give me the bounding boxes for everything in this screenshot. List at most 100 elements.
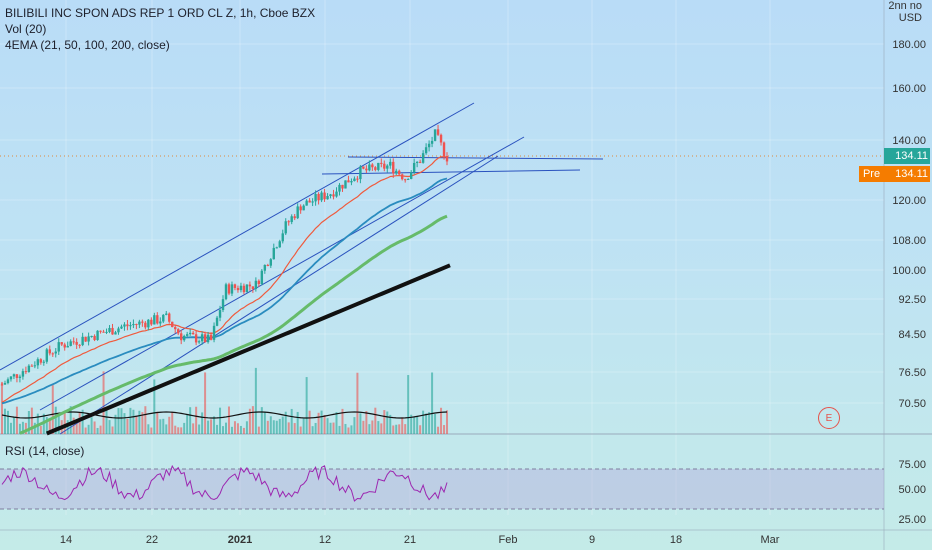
volume-bar xyxy=(356,372,359,434)
volume-bar xyxy=(186,414,189,434)
candle-body xyxy=(290,216,293,223)
volume-bar xyxy=(278,418,281,434)
volume-bar xyxy=(63,411,66,434)
volume-bar xyxy=(437,426,440,434)
candle-body xyxy=(218,310,222,318)
candle-body xyxy=(81,336,84,346)
volume-bar xyxy=(135,415,138,434)
volume-bar xyxy=(48,418,51,434)
volume-bar xyxy=(239,425,242,434)
candle-body xyxy=(18,376,22,378)
volume-bar xyxy=(66,420,69,434)
candle-body xyxy=(150,319,153,325)
volume-bars xyxy=(1,367,449,434)
rsi-legend[interactable]: RSI (14, close) xyxy=(5,444,85,458)
earnings-badge[interactable]: E xyxy=(818,407,840,429)
symbol-legend[interactable]: BILIBILI INC SPON ADS REP 1 ORD CL Z, 1h… xyxy=(5,6,316,20)
volume-bar xyxy=(332,422,335,434)
volume-bar xyxy=(180,427,183,434)
currency-line1: 2nn no xyxy=(888,0,922,12)
candle-body xyxy=(257,280,261,284)
candle-body xyxy=(215,317,219,326)
volume-bar xyxy=(335,412,338,434)
resistance-line xyxy=(347,156,604,160)
candle-body xyxy=(239,285,243,291)
volume-bar xyxy=(93,421,96,434)
volume-bar xyxy=(78,412,81,434)
volume-bar xyxy=(27,410,30,434)
volume-legend[interactable]: Vol (20) xyxy=(5,22,47,36)
candle-body xyxy=(260,270,264,284)
candle-body xyxy=(305,200,308,206)
candle-body xyxy=(191,332,195,335)
volume-bar xyxy=(425,413,428,434)
volume-bar xyxy=(347,427,350,434)
volume-bar xyxy=(374,407,377,434)
candle-body xyxy=(362,166,365,169)
volume-bar xyxy=(377,421,380,434)
volume-bar xyxy=(123,413,126,434)
volume-bar xyxy=(284,411,287,434)
price-tick-label: 160.00 xyxy=(892,83,926,95)
candle-body xyxy=(266,264,270,266)
candle-body xyxy=(194,334,198,343)
candle-body xyxy=(242,285,246,293)
candlesticks xyxy=(0,124,449,386)
candle-body xyxy=(392,161,395,174)
candle-body xyxy=(185,334,189,336)
volume-bar xyxy=(302,418,305,434)
candle-body xyxy=(45,349,48,362)
volume-bar xyxy=(171,411,174,434)
volume-bar xyxy=(141,412,144,434)
volume-bar xyxy=(257,426,260,434)
volume-bar xyxy=(311,426,314,434)
ema-legend[interactable]: 4EMA (21, 50, 100, 200, close) xyxy=(5,38,170,52)
candle-body xyxy=(248,284,252,287)
volume-bar xyxy=(308,410,311,434)
candle-body xyxy=(263,264,267,271)
trend-channel-lines[interactable] xyxy=(0,102,604,435)
price-tick-label: 108.00 xyxy=(892,235,926,247)
volume-bar xyxy=(1,382,3,434)
candle-body xyxy=(320,192,323,201)
candle-body xyxy=(177,329,180,334)
candle-body xyxy=(42,361,46,363)
candle-body xyxy=(57,342,60,352)
ema-21-line xyxy=(1,156,448,403)
volume-bar xyxy=(269,416,272,434)
candle-body xyxy=(180,333,183,341)
candle-body xyxy=(427,143,431,148)
candle-body xyxy=(174,327,177,330)
volume-bar xyxy=(320,410,323,434)
volume-bar xyxy=(371,420,374,434)
volume-bar xyxy=(3,408,6,434)
volume-bar xyxy=(443,425,446,434)
volume-bar xyxy=(21,421,24,434)
price-tick-label: 76.50 xyxy=(898,367,926,379)
channel-support-line xyxy=(59,155,499,435)
candle-body xyxy=(341,184,344,189)
candle-body xyxy=(272,247,275,260)
candle-body xyxy=(132,323,135,326)
volume-bar xyxy=(57,413,60,434)
candle-body xyxy=(156,315,159,324)
candle-body xyxy=(275,247,278,249)
volume-bar xyxy=(201,412,204,434)
volume-bar xyxy=(254,367,257,434)
volume-bar xyxy=(260,407,263,434)
candle-body xyxy=(421,153,425,163)
candle-body xyxy=(269,259,272,266)
volume-bar xyxy=(410,414,413,434)
candle-body xyxy=(335,191,338,197)
candle-body xyxy=(233,284,237,288)
volume-bar xyxy=(69,406,72,434)
candle-body xyxy=(102,331,105,333)
price-tick-label: 120.00 xyxy=(892,195,926,207)
volume-bar xyxy=(293,423,296,434)
candle-body xyxy=(377,162,380,170)
volume-bar xyxy=(198,424,201,434)
price-tick-label: 92.50 xyxy=(898,294,926,306)
candle-body xyxy=(72,341,75,343)
ema-100-line xyxy=(19,214,448,435)
